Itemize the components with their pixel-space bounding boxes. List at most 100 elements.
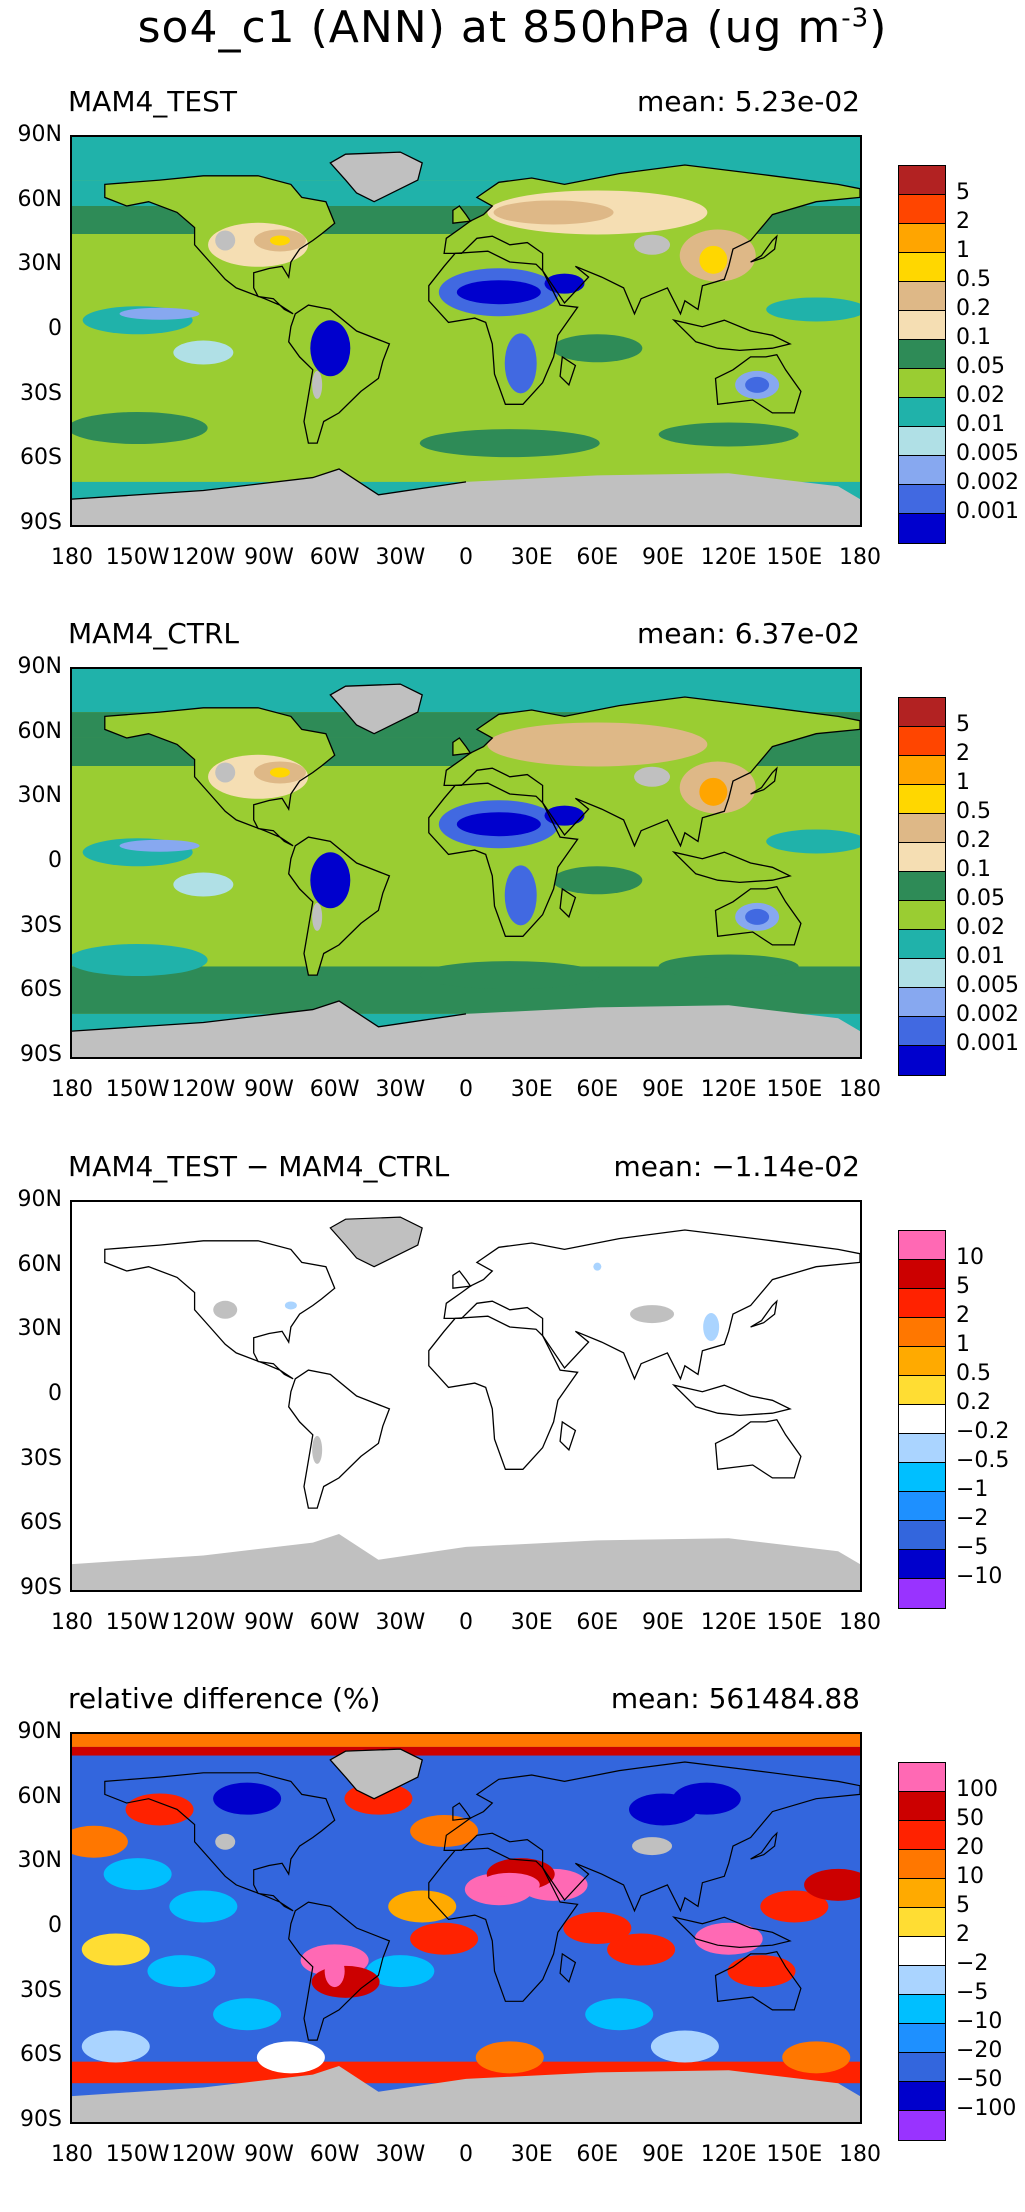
- coastline-greenland: [329, 683, 423, 735]
- andes-missing-region: [312, 370, 323, 399]
- tropical-ocean-region: [119, 307, 200, 320]
- sahara-low-region: [456, 812, 541, 837]
- lon-tick-label: 30E: [510, 2142, 553, 2167]
- amazon-increase-region: [324, 1955, 345, 1988]
- colorbar: [898, 697, 946, 1076]
- indian-ocean-region: [552, 866, 643, 895]
- lat-tick-label: 90N: [17, 654, 62, 679]
- relative-region: [256, 2041, 325, 2074]
- colorbar-swatch: [899, 959, 945, 988]
- coastline-madagascar: [559, 1952, 577, 1983]
- lon-tick-label: 180: [839, 545, 881, 570]
- colorbar-swatch: [899, 1017, 945, 1046]
- coastline-uk: [452, 205, 472, 224]
- panel-mean: mean: −1.14e-02: [613, 1150, 860, 1183]
- relative-region: [629, 1793, 697, 1826]
- lat-tick-label: 0: [48, 1381, 62, 1406]
- colorbar-label: 5: [956, 1274, 970, 1299]
- lat-tick-label: 30S: [20, 380, 62, 406]
- colorbar-label: −10: [956, 2009, 1003, 2034]
- relative-region: [366, 1955, 435, 1988]
- coastline-northAmerica: [104, 175, 336, 315]
- west-pacific-region: [766, 297, 860, 322]
- relative-region: [475, 2041, 544, 2074]
- relative-region: [103, 1858, 172, 1891]
- colorbar-swatch: [899, 282, 945, 311]
- tibet-missing-region: [630, 1305, 675, 1324]
- coastline-australia: [714, 1418, 802, 1479]
- colorbar-swatch: [899, 369, 945, 398]
- map-panel-3: MAM4_TEST − MAM4_CTRL mean: −1.14e-02 90N 6…: [0, 1150, 1025, 1680]
- lat-tick-label: 30S: [20, 1977, 62, 2003]
- colorbar-label: −5: [956, 1535, 989, 1560]
- colorbar-swatch: [899, 1937, 945, 1966]
- tropical-ocean-region: [173, 872, 234, 897]
- coastline-uk: [452, 1802, 472, 1821]
- rockies-missing-region: [215, 1833, 236, 1850]
- lon-tick-label: 90W: [244, 1610, 294, 1635]
- west-pacific-region: [766, 829, 860, 854]
- colorbar-label: 2: [956, 741, 970, 766]
- colorbar-swatch: [899, 1850, 945, 1879]
- relative-region: [410, 1815, 479, 1847]
- lon-tick-label: 30E: [510, 1610, 553, 1635]
- lat-tick-label: 30N: [17, 251, 62, 277]
- lat-tick-label: 60S: [20, 2042, 62, 2068]
- arctic-edge-band: [72, 1734, 860, 1747]
- colorbar-swatch: [899, 1046, 945, 1075]
- colorbar-swatch: [899, 1434, 945, 1463]
- relative-region: [72, 1825, 128, 1858]
- southern-band-region: [658, 422, 799, 447]
- colorbar-label: −0.5: [956, 1448, 1010, 1473]
- colorbar-swatch: [899, 1347, 945, 1376]
- colorbar-label: 0.5: [956, 267, 991, 292]
- lat-tick-label: 30S: [20, 1445, 62, 1471]
- colorbar-label: 0.01: [956, 412, 1005, 437]
- lon-tick-label: 180: [839, 2142, 881, 2167]
- map-plot-area: [70, 1732, 862, 2124]
- coastline-southAmerica: [288, 836, 391, 976]
- coastline-eurasia: [443, 1229, 860, 1381]
- coastline-japan: [750, 234, 778, 263]
- lat-tick-label: 60N: [17, 718, 62, 744]
- lon-tick-label: 120E: [700, 545, 757, 570]
- lat-tick-label: 60N: [17, 1251, 62, 1277]
- lon-tick-label: 150W: [105, 1077, 170, 1102]
- colorbar-swatch: [899, 930, 945, 959]
- relative-region: [410, 1922, 479, 1955]
- tropical-ocean-region: [119, 839, 200, 852]
- lat-tick-label: 60S: [20, 1510, 62, 1536]
- colorbar-swatch: [899, 1231, 945, 1260]
- lon-tick-label: 60W: [309, 1610, 360, 1635]
- colorbar-swatch: [899, 901, 945, 930]
- lon-tick-label: 90E: [642, 1610, 684, 1635]
- relative-region: [81, 2030, 150, 2063]
- colorbar-swatch: [899, 814, 945, 843]
- colorbar-label: 0.5: [956, 799, 991, 824]
- relative-region: [388, 1890, 457, 1923]
- rockies-missing-region: [215, 230, 236, 251]
- colorbar-label: 50: [956, 1806, 984, 1831]
- relative-region: [147, 1955, 216, 1988]
- coastline-eurasia: [443, 696, 860, 848]
- colorbar: [898, 1762, 946, 2141]
- lon-tick-label: 60E: [576, 2142, 619, 2167]
- zero-field: [72, 1202, 860, 1590]
- lon-tick-label: 90W: [244, 545, 294, 570]
- amazon-low-region: [310, 852, 351, 909]
- lat-tick-label: 60S: [20, 445, 62, 471]
- lat-tick-label: 90N: [17, 1187, 62, 1212]
- colorbar-label: 0.002: [956, 470, 1019, 495]
- colorbar-swatch: [899, 1908, 945, 1937]
- colorbar-swatch: [899, 2024, 945, 2053]
- colorbar-label: −20: [956, 2038, 1003, 2063]
- colorbar-label: −2: [956, 1951, 989, 1976]
- colorbar-swatch: [899, 253, 945, 282]
- lon-tick-label: 120E: [700, 1610, 757, 1635]
- lat-tick-label: 60S: [20, 977, 62, 1003]
- coastline-southAmerica: [288, 1369, 391, 1509]
- map-panel-2: MAM4_CTRL mean: 6.37e-02 90N 60N 30N 0 30S 60S 9…: [0, 617, 1025, 1147]
- colorbar-swatch: [899, 1260, 945, 1289]
- lon-tick-label: 30W: [375, 1610, 426, 1635]
- lat-tick-label: 30N: [17, 1316, 62, 1342]
